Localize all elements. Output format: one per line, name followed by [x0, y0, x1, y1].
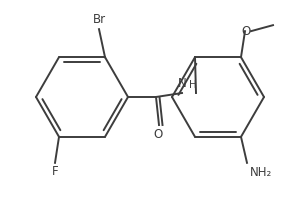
- Text: Br: Br: [92, 13, 105, 26]
- Text: O: O: [241, 25, 250, 38]
- Text: NH₂: NH₂: [250, 166, 272, 179]
- Text: H: H: [189, 80, 197, 90]
- Text: O: O: [154, 128, 163, 141]
- Text: N: N: [178, 77, 186, 90]
- Text: F: F: [52, 165, 58, 178]
